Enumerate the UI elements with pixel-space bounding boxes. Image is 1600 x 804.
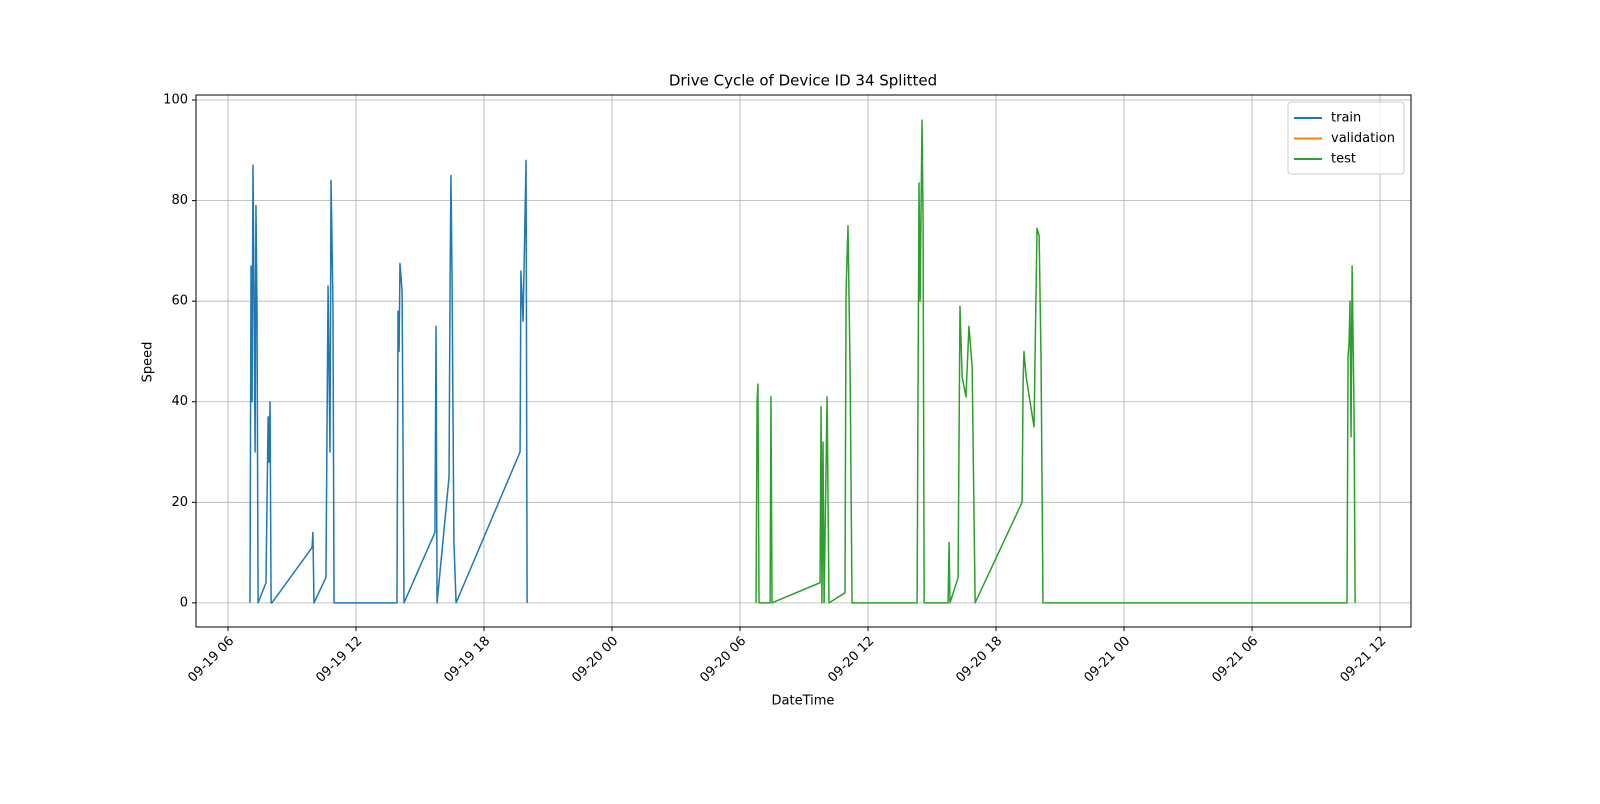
chart-title: Drive Cycle of Device ID 34 Splitted [669,72,937,90]
x-axis-label: DateTime [772,694,835,709]
y-tick-label: 0 [180,595,188,610]
y-axis-label: Speed [141,342,156,383]
legend-label: train [1331,111,1361,126]
y-tick-label: 20 [171,495,188,510]
y-tick-label: 60 [171,294,188,309]
legend-box [1287,101,1405,175]
y-tick-label: 100 [163,93,188,108]
plot-frame [195,94,1412,628]
y-tick-label: 40 [171,394,188,409]
y-tick-label: 80 [171,193,188,208]
series-line [249,159,528,604]
series-line [755,119,1356,604]
legend-label: test [1331,152,1356,167]
legend-label: validation [1331,131,1395,146]
